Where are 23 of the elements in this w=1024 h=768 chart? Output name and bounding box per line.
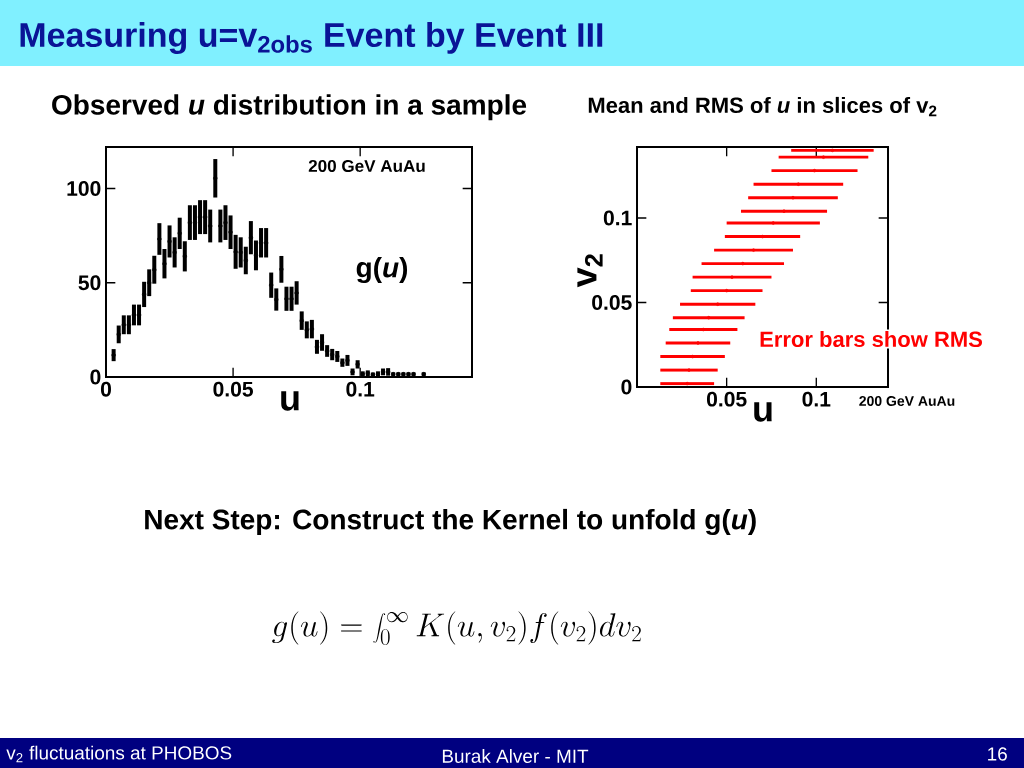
chart-title: Observed u distribution in a sample — [52, 94, 527, 121]
chart-title: Mean and RMS of u in slices of v$_{2}$ — [588, 96, 937, 117]
annotation: g(u) — [356, 256, 408, 284]
x-tick-label: 0 — [100, 381, 111, 397]
x-tick-label: 0.1 — [346, 381, 375, 397]
y-tick-label: 0 — [90, 369, 101, 385]
text: 200 GeV AuAu — [859, 396, 955, 406]
text: Measuring u=v$_{2obs}$ Event by Event III — [20, 22, 603, 54]
text: Next Step: Construct the Kernel to unfold g(u) — [145, 508, 756, 536]
y-tick-label: 50 — [78, 275, 101, 291]
y-tick-label: 0.05 — [592, 295, 632, 310]
x-tick-label: 0.05 — [213, 381, 253, 397]
y-tick-label: 0.1 — [603, 210, 632, 226]
text: $g(u) = \int_0^{\infty} K(u,v_2) f(v_2) dv_2$ — [272, 611, 641, 645]
text: 16 — [988, 747, 1007, 761]
annotation: 200 GeV AuAu — [308, 159, 425, 173]
text: Burak Alver - MIT — [442, 749, 589, 763]
annotation: Error bars show RMS — [760, 330, 982, 348]
y-tick-label: 100 — [67, 181, 101, 196]
text: v$_{2}$ fluctuations at PHOBOS — [6, 745, 232, 763]
x-axis-title: u — [281, 391, 299, 411]
x-axis-title: u — [754, 402, 772, 422]
y-axis-title: v$_{2}$ — [577, 254, 603, 288]
